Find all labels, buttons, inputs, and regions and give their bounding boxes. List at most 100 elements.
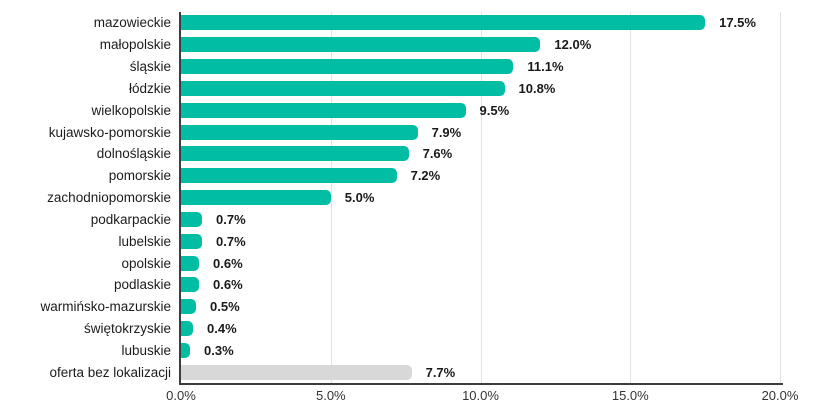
category-label: małopolskie xyxy=(99,37,171,53)
bar xyxy=(181,102,466,118)
category-label: dolnośląskie xyxy=(96,146,171,162)
bar xyxy=(181,211,202,227)
category-label: zachodniopomorskie xyxy=(47,190,171,206)
bar xyxy=(181,190,331,206)
bar xyxy=(181,146,409,162)
bar-track: 11.1% xyxy=(181,59,840,75)
category-label: warmińsko-mazurskie xyxy=(40,299,171,315)
category-label: kujawsko-pomorskie xyxy=(48,124,171,140)
bar-track: 0.7% xyxy=(181,233,840,249)
bar xyxy=(181,364,412,380)
value-label: 0.7% xyxy=(216,233,246,249)
bar xyxy=(181,277,199,293)
bar-row: mazowieckie 17.5% xyxy=(0,12,840,34)
x-axis-tick-labels: 0.0% 5.0% 10.0% 15.0% 20.0% xyxy=(0,388,840,408)
gridline xyxy=(480,12,482,383)
bar-track: 9.5% xyxy=(181,102,840,118)
value-label: 0.7% xyxy=(216,211,246,227)
bar-track: 0.5% xyxy=(181,299,840,315)
bar xyxy=(181,15,706,31)
value-label: 7.2% xyxy=(410,168,441,184)
bar-row: podlaskie 0.6% xyxy=(0,274,840,296)
category-label: lubelskie xyxy=(118,233,171,249)
bar xyxy=(181,255,199,271)
bar-track: 0.7% xyxy=(181,211,840,227)
value-label: 7.6% xyxy=(422,146,453,162)
bar-track: 0.6% xyxy=(181,277,840,293)
bar-row: lubuskie 0.3% xyxy=(0,339,840,361)
category-label: lubuskie xyxy=(121,342,171,358)
value-label: 0.3% xyxy=(204,342,234,358)
bar-rows: mazowieckie 17.5% małopolskie 12.0% śląskie 1… xyxy=(0,12,840,383)
bar-track: 5.0% xyxy=(181,190,840,206)
bar-row: śląskie 11.1% xyxy=(0,56,840,78)
x-tick-label: 0.0% xyxy=(166,388,196,403)
category-label: wielkopolskie xyxy=(91,102,171,118)
value-label: 7.7% xyxy=(425,364,456,380)
category-label: mazowieckie xyxy=(93,15,171,31)
bar xyxy=(181,80,505,96)
x-tick-label: 15.0% xyxy=(611,388,649,403)
value-label: 9.5% xyxy=(479,102,510,118)
category-label: podlaskie xyxy=(113,277,171,293)
gridline xyxy=(780,12,781,383)
bar xyxy=(181,124,418,140)
bar-row: małopolskie 12.0% xyxy=(0,34,840,56)
bar-track: 7.7% xyxy=(181,364,840,380)
value-label: 12.0% xyxy=(554,37,592,53)
x-tick-label: 5.0% xyxy=(315,388,346,403)
bar-row: kujawsko-pomorskie 7.9% xyxy=(0,121,840,143)
value-label: 0.6% xyxy=(213,277,243,293)
bar xyxy=(181,37,541,53)
bar xyxy=(181,342,190,358)
bar-track: 17.5% xyxy=(181,15,840,31)
bar-track: 7.9% xyxy=(181,124,840,140)
category-label: świętokrzyskie xyxy=(83,321,171,336)
value-label: 0.5% xyxy=(210,299,240,315)
category-label: oferta bez lokalizacji xyxy=(49,364,171,380)
value-label: 17.5% xyxy=(719,15,756,31)
value-label: 11.1% xyxy=(527,59,564,75)
category-label: łódzkie xyxy=(128,80,171,96)
bar-track: 0.4% xyxy=(181,321,840,336)
bar xyxy=(181,168,397,184)
bar-row: pomorskie 7.2% xyxy=(0,165,840,187)
bar xyxy=(181,321,193,336)
category-label: śląskie xyxy=(129,59,171,75)
bar-track: 0.3% xyxy=(181,342,840,358)
bar-track: 7.2% xyxy=(181,168,840,184)
x-axis-line xyxy=(179,383,783,385)
bar xyxy=(181,233,202,249)
bar-track: 12.0% xyxy=(181,37,840,53)
x-tick-label: 20.0% xyxy=(761,388,799,403)
bar-track: 10.8% xyxy=(181,80,840,96)
bar xyxy=(181,299,196,315)
bar-row: podkarpackie 0.7% xyxy=(0,208,840,230)
bar-row: lubelskie 0.7% xyxy=(0,230,840,252)
value-label: 10.8% xyxy=(518,80,556,96)
category-label: podkarpackie xyxy=(90,211,171,227)
bar-row: oferta bez lokalizacji 7.7% xyxy=(0,361,840,383)
category-label: opolskie xyxy=(121,255,171,271)
bar-track: 0.6% xyxy=(181,255,840,271)
value-label: 7.9% xyxy=(431,124,462,140)
bar-track: 7.6% xyxy=(181,146,840,162)
gridline xyxy=(330,12,332,383)
value-label: 0.6% xyxy=(213,255,243,271)
gridline xyxy=(630,12,632,383)
bar-row: warmińsko-mazurskie 0.5% xyxy=(0,296,840,318)
bar-row: świętokrzyskie 0.4% xyxy=(0,318,840,340)
value-label: 0.4% xyxy=(207,321,237,336)
y-axis-line xyxy=(179,12,181,383)
bar xyxy=(181,59,514,75)
bar-row: łódzkie 10.8% xyxy=(0,77,840,99)
x-tick-label: 10.0% xyxy=(462,388,499,403)
category-label: pomorskie xyxy=(108,168,171,184)
bar-row: zachodniopomorskie 5.0% xyxy=(0,187,840,209)
bar-row: dolnośląskie 7.6% xyxy=(0,143,840,165)
value-label: 5.0% xyxy=(344,190,375,206)
bar-row: wielkopolskie 9.5% xyxy=(0,99,840,121)
bar-row: opolskie 0.6% xyxy=(0,252,840,274)
